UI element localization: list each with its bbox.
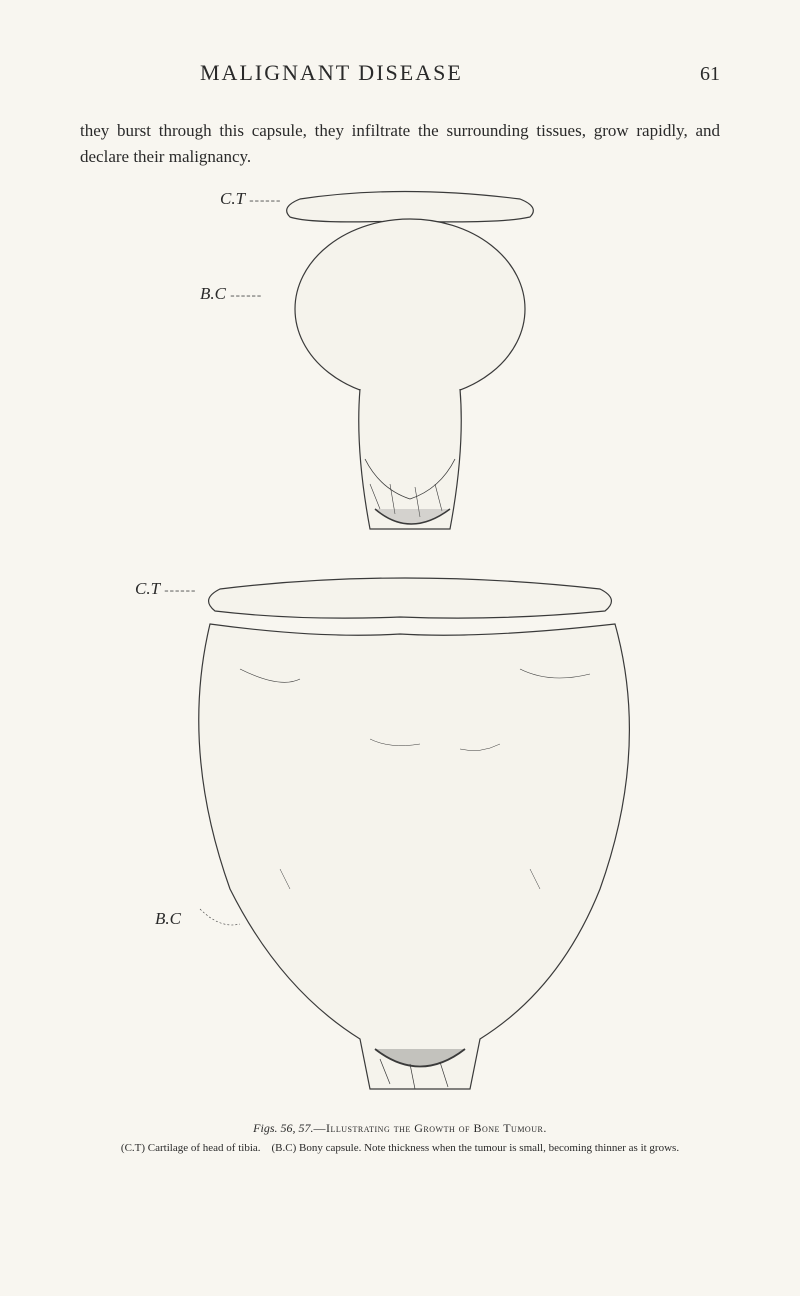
caption-line-2: (C.T) Cartilage of head of tibia. (B.C) … [80, 1140, 720, 1157]
page-title: MALIGNANT DISEASE [200, 60, 463, 86]
dash-line-icon: ------ [245, 192, 281, 207]
body-paragraph: they burst through this capsule, they in… [80, 118, 720, 169]
label-ct-lower-text: C.T [135, 579, 160, 598]
label-ct-upper-text: C.T [220, 189, 245, 208]
caption-ct-desc: (C.T) Cartilage of head of tibia. [121, 1142, 261, 1154]
page-header: MALIGNANT DISEASE 61 [80, 60, 720, 86]
label-ct-lower: C.T ------ [135, 579, 196, 599]
figure-caption: Figs. 56, 57.—Illustrating the Growth of… [80, 1119, 720, 1157]
page-number: 61 [700, 63, 720, 86]
label-bc-upper-text: B.C [200, 284, 226, 303]
label-bc-lower: B.C [155, 909, 181, 929]
bone-illustration [80, 189, 720, 1109]
dash-line-icon: ------ [160, 582, 196, 597]
figure-container: C.T ------ B.C ------ C.T ------ B.C [80, 189, 720, 1109]
caption-title-text: —Illustrating the Growth of Bone Tumour. [314, 1121, 547, 1135]
dash-line-icon: ------ [226, 287, 262, 302]
label-bc-upper: B.C ------ [200, 284, 262, 304]
caption-figs-prefix: Figs. 56, 57. [253, 1121, 313, 1135]
caption-line-1: Figs. 56, 57.—Illustrating the Growth of… [80, 1119, 720, 1137]
caption-bc-desc: (B.C) Bony capsule. Note thickness when … [272, 1142, 680, 1154]
label-bc-lower-text: B.C [155, 909, 181, 928]
label-ct-upper: C.T ------ [220, 189, 281, 209]
